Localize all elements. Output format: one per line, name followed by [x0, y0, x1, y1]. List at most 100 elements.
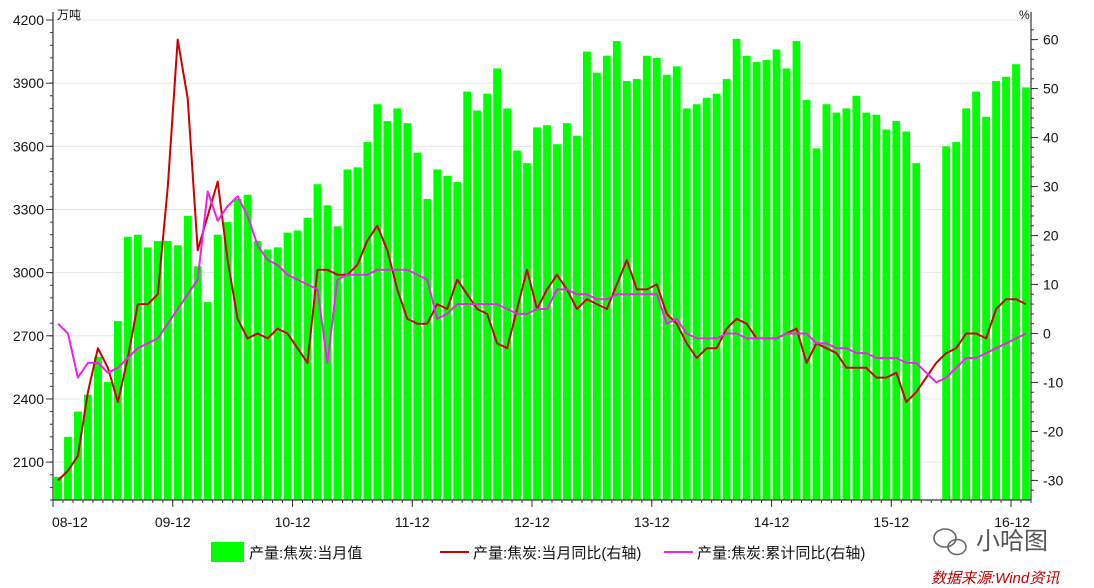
bar: [583, 51, 591, 500]
line-cumulative-yoy: [57, 190, 1027, 384]
bar: [153, 241, 162, 501]
bar: [752, 62, 761, 501]
bar: [243, 194, 252, 500]
bar: [54, 476, 62, 500]
bar: [183, 215, 192, 500]
bar: [672, 66, 681, 500]
bar: [622, 81, 631, 500]
data-source: 数据来源:Wind资讯: [931, 570, 1060, 587]
right-tick-label: -20: [1043, 423, 1063, 439]
bar: [812, 148, 821, 500]
bar: [962, 108, 971, 500]
bar: [343, 169, 352, 500]
left-tick-label: 3600: [13, 138, 44, 154]
bar: [892, 121, 901, 500]
right-tick-label: 50: [1043, 81, 1059, 97]
wechat-icon: [933, 528, 967, 556]
bar: [772, 49, 781, 500]
bar: [802, 100, 811, 500]
bar: [692, 104, 701, 501]
line-monthly-yoy: [57, 38, 1027, 482]
bar: [912, 163, 921, 500]
bar: [84, 394, 92, 500]
bar: [453, 182, 462, 500]
bar: [353, 167, 362, 501]
line-series: [57, 38, 1027, 482]
bar: [253, 241, 262, 501]
bar: [363, 142, 372, 500]
right-tick-label: -30: [1043, 472, 1063, 488]
bar: [94, 356, 102, 500]
wechat-watermark: 小哈图: [933, 528, 1048, 556]
bar: [602, 55, 611, 500]
bar: [393, 108, 402, 500]
bar: [523, 163, 531, 500]
bar: [742, 55, 751, 500]
bar: [383, 121, 392, 500]
left-axis-unit: 万吨: [57, 8, 81, 22]
bar: [173, 245, 182, 500]
left-tick-label: 3900: [13, 75, 44, 91]
bar: [732, 38, 741, 501]
bar: [413, 152, 422, 500]
x-tick-label: 13-12: [634, 514, 670, 530]
bar: [842, 108, 851, 500]
bar: [373, 104, 382, 501]
bar: [792, 41, 801, 500]
bar: [203, 302, 212, 500]
x-tick-label: 12-12: [514, 514, 550, 530]
bar: [293, 230, 302, 501]
legend-label-bar: 产量:焦炭:当月值: [249, 545, 362, 562]
bar: [722, 78, 731, 501]
left-tick-label: 3300: [13, 201, 44, 217]
bar: [702, 97, 711, 500]
bar: [233, 198, 242, 500]
bar: [872, 114, 881, 500]
bar: [563, 123, 571, 500]
x-tick-label: 15-12: [873, 514, 909, 530]
right-tick-label: 40: [1043, 130, 1059, 146]
bar: [902, 131, 911, 500]
bar: [493, 68, 501, 500]
bar: [592, 72, 601, 500]
bar: [283, 232, 292, 500]
legend-swatch-bar: [211, 542, 244, 562]
bar: [403, 123, 412, 500]
bar: [652, 57, 661, 500]
legend: 产量:焦炭:当月值 产量:焦炭:当月同比(右轴) 产量:焦炭:累计同比(右轴): [211, 542, 865, 562]
bar: [193, 266, 202, 500]
x-tick-label: 09-12: [155, 514, 191, 530]
right-tick-label: -10: [1043, 374, 1063, 390]
bar: [313, 184, 322, 501]
bar: [473, 110, 482, 501]
right-tick-label: 0: [1043, 325, 1051, 341]
bar: [882, 129, 891, 500]
watermark-text: 小哈图: [976, 528, 1048, 555]
bar: [712, 93, 721, 501]
bar: [573, 135, 581, 500]
bar: [952, 142, 961, 500]
bar: [662, 74, 671, 500]
bar: [1022, 87, 1030, 501]
bar: [513, 150, 521, 501]
bar: [942, 146, 951, 500]
bar: [64, 436, 72, 500]
bar: [133, 234, 142, 500]
bar: [323, 205, 332, 500]
bar: [503, 108, 511, 500]
bar: [852, 95, 861, 500]
left-tick-label: 3000: [13, 265, 44, 281]
bar: [273, 247, 282, 500]
bar: [103, 382, 112, 500]
bar: [862, 112, 871, 500]
bar: [433, 169, 442, 500]
right-tick-label: 10: [1043, 276, 1059, 292]
left-tick-label: 2700: [13, 328, 44, 344]
bar: [443, 175, 452, 500]
bar: [682, 108, 691, 500]
right-tick-label: 30: [1043, 179, 1059, 195]
bar: [612, 41, 621, 500]
left-tick-label: 2100: [13, 454, 44, 470]
x-tick-label: 14-12: [754, 514, 790, 530]
